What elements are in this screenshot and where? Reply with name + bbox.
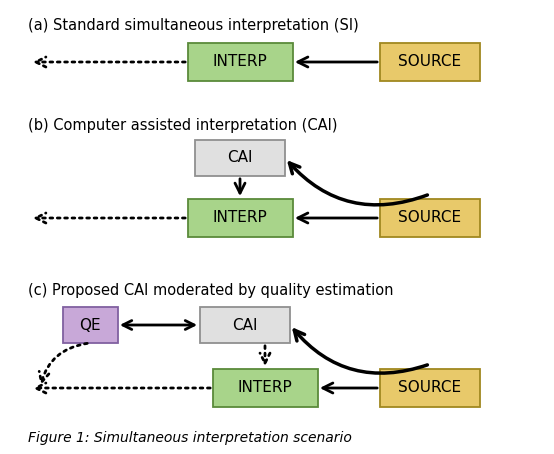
Text: Figure 1: Simultaneous interpretation scenario: Figure 1: Simultaneous interpretation sc…	[28, 431, 352, 445]
FancyBboxPatch shape	[380, 43, 480, 81]
FancyBboxPatch shape	[213, 369, 317, 407]
Text: (a) Standard simultaneous interpretation (SI): (a) Standard simultaneous interpretation…	[28, 18, 359, 33]
Text: INTERP: INTERP	[213, 54, 268, 69]
Text: (c) Proposed CAI moderated by quality estimation: (c) Proposed CAI moderated by quality es…	[28, 283, 393, 298]
FancyBboxPatch shape	[380, 369, 480, 407]
Text: INTERP: INTERP	[213, 211, 268, 226]
FancyBboxPatch shape	[195, 140, 285, 176]
Text: (b) Computer assisted interpretation (CAI): (b) Computer assisted interpretation (CA…	[28, 118, 337, 133]
FancyBboxPatch shape	[187, 199, 293, 237]
FancyBboxPatch shape	[63, 307, 117, 343]
Text: SOURCE: SOURCE	[398, 54, 461, 69]
FancyBboxPatch shape	[187, 43, 293, 81]
Text: CAI: CAI	[232, 317, 258, 332]
FancyBboxPatch shape	[200, 307, 290, 343]
Text: CAI: CAI	[227, 150, 253, 166]
FancyBboxPatch shape	[380, 199, 480, 237]
Text: SOURCE: SOURCE	[398, 380, 461, 395]
Text: INTERP: INTERP	[238, 380, 293, 395]
Text: QE: QE	[79, 317, 101, 332]
Text: SOURCE: SOURCE	[398, 211, 461, 226]
